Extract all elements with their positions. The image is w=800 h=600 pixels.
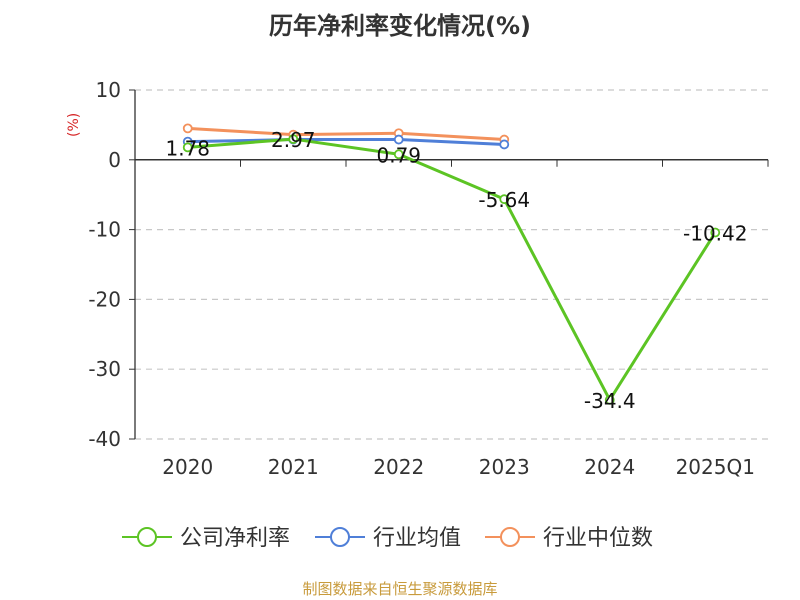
y-tick-label: -30 — [88, 357, 121, 381]
legend-label: 行业中位数 — [543, 526, 653, 551]
data-point — [182, 142, 193, 153]
data-point — [710, 227, 721, 238]
data-label: 0.79 — [376, 143, 421, 167]
x-tick-label: 2020 — [162, 455, 213, 479]
y-tick-label: 0 — [108, 148, 121, 172]
x-tick-label: 2025Q1 — [676, 455, 755, 479]
y-axis-unit-label: (%) — [66, 113, 82, 137]
legend-label: 行业均值 — [373, 526, 461, 551]
data-source-note: 制图数据来自恒生聚源数据库 — [302, 580, 498, 598]
legend-item[interactable]: 行业均值 — [315, 526, 461, 551]
data-point — [499, 139, 510, 150]
data-point — [393, 149, 404, 160]
legend-marker — [500, 527, 520, 547]
data-point — [288, 134, 299, 144]
series-line — [187, 137, 717, 402]
data-label: -10.42 — [683, 222, 747, 246]
legend-item[interactable]: 行业中位数 — [485, 526, 653, 551]
y-tick-label: -40 — [88, 427, 121, 451]
data-label: -34.4 — [584, 389, 636, 413]
data-point — [604, 395, 615, 405]
legend-marker — [330, 527, 350, 547]
axes — [129, 89, 769, 440]
x-axis-tick-labels: 2020 2021 2022 2023 2024 2025Q1 — [162, 455, 755, 479]
series-line — [187, 126, 505, 142]
x-tick-label: 2024 — [584, 455, 635, 479]
y-tick-label: -10 — [88, 218, 121, 242]
data-point — [499, 194, 510, 205]
chart-title: 历年净利率变化情况(%) — [269, 12, 531, 40]
legend-marker — [137, 527, 157, 547]
x-tick-label: 2022 — [373, 455, 424, 479]
legend: 公司净利率 行业均值 行业中位数 — [122, 526, 653, 551]
data-point — [393, 134, 404, 145]
y-axis-tick-labels: 10 0 -10 -20 -30 -40 — [88, 78, 121, 451]
x-tick-label: 2023 — [479, 455, 530, 479]
y-tick-label: 10 — [96, 78, 121, 102]
data-point — [182, 123, 193, 134]
data-label: 1.78 — [165, 136, 210, 160]
data-label: 2.97 — [271, 128, 316, 152]
series-lines — [182, 123, 721, 405]
series-line — [187, 138, 505, 146]
legend-item[interactable]: 公司净利率 — [122, 526, 290, 551]
data-labels: 1.78 2.97 0.79 -5.64 -34.4 -10.42 — [165, 128, 747, 413]
y-tick-label: -20 — [88, 287, 121, 311]
x-tick-label: 2021 — [268, 455, 319, 479]
data-label: -5.64 — [478, 188, 530, 212]
legend-label: 公司净利率 — [180, 526, 290, 551]
